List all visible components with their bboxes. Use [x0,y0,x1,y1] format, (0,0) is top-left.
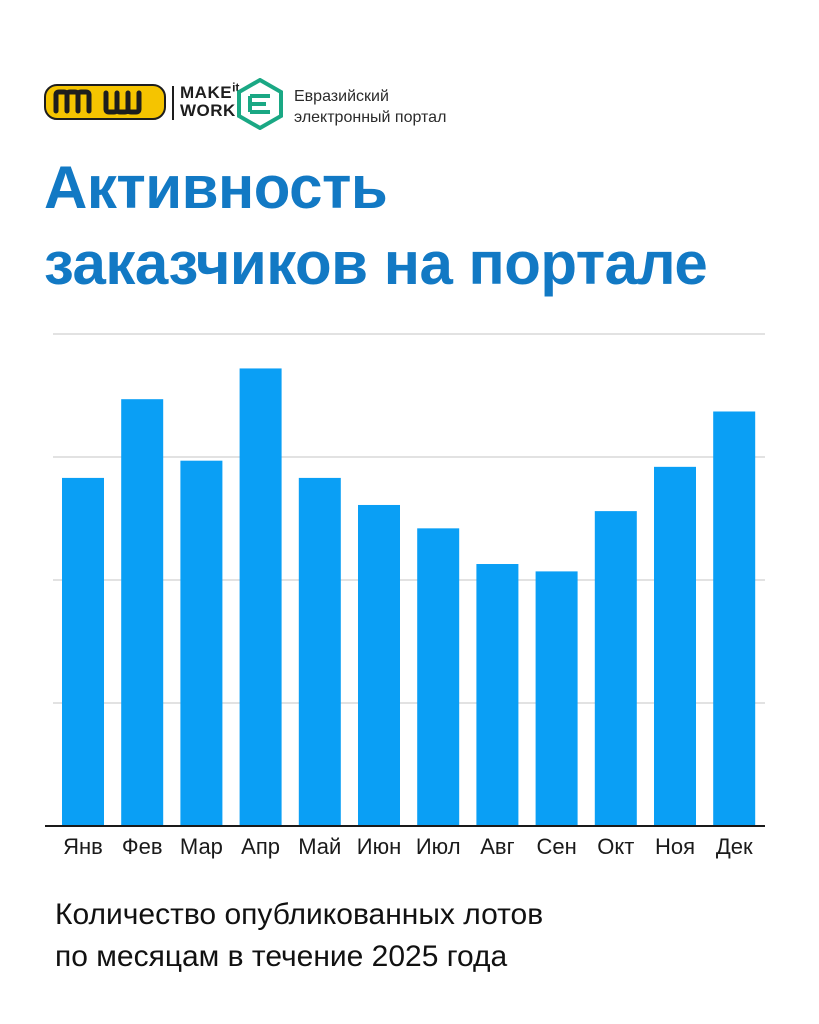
eurasian-portal-logo-text: Евразийский электронный портал [294,88,447,126]
x-tick-label: Янв [63,834,103,859]
x-tick-label: Июн [357,834,401,859]
bar-Фев [121,399,164,826]
bar-Сен [535,571,578,826]
bar-Июл [417,528,460,826]
eurasian-portal-logo-mark [237,78,283,130]
caption-line-1: Количество опубликованных лотов [55,898,544,931]
x-tick-label: Май [298,834,341,859]
makeitwork-logo-mark [44,84,166,120]
bar-chart: Янв Фев Мар Апр Май Июн Июл Авг Сен Окт Ноя Дек [45,333,765,859]
bar-Апр [239,368,282,826]
bar-Окт [594,511,637,826]
bar-Май [298,477,341,826]
x-tick-label: Ноя [655,834,695,859]
chart-caption: Количество опубликованных лотов по месяц… [55,894,543,978]
bar-Ноя [654,466,696,826]
chart-gridlines [53,333,765,704]
page-title: Активность заказчиков на портале [44,150,708,302]
bar-Июн [358,504,400,826]
title-line-2: заказчиков на портале [44,230,708,297]
caption-line-2: по месяцам в течение 2025 года [55,940,508,973]
bar-Авг [476,564,519,826]
x-tick-label: Апр [241,834,280,859]
x-tick-label: Сен [536,834,576,859]
x-tick-label: Дек [716,834,753,859]
x-tick-label: Авг [480,834,514,859]
x-tick-label: Окт [597,834,634,859]
logo-divider [172,86,174,120]
x-tick-label: Июл [416,834,461,859]
x-tick-label: Фев [122,834,163,859]
chart-x-tick-labels: Янв Фев Мар Апр Май Июн Июл Авг Сен Окт Ноя Дек [63,834,753,859]
bar-Дек [713,411,756,826]
title-line-1: Активность [44,154,388,221]
x-tick-label: Мар [180,834,223,859]
bar-Мар [180,460,223,826]
chart-bars [62,368,756,826]
logos-header: MAKEit WORK Евразийский электронный порт… [44,78,504,130]
makeitwork-logo-text: MAKEit WORK [180,80,240,120]
bar-Янв [62,477,104,826]
